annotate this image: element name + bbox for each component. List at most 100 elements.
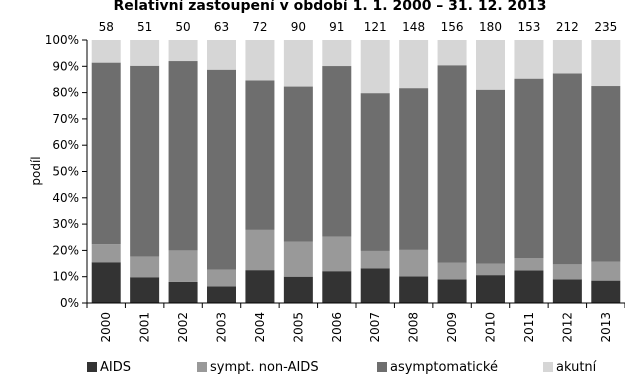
y-tick-label: 60% (52, 138, 79, 152)
bar-segment-sympt-non-aids-2011 (514, 258, 544, 271)
x-tick-label: 2006 (330, 312, 344, 343)
bar-segment-akutn--2004 (245, 40, 275, 81)
y-tick-label: 0% (60, 296, 79, 310)
bar-segment-aids-2002 (168, 281, 198, 303)
bar-segment-akutn--2013 (591, 40, 621, 87)
bar-segment-aids-2009 (437, 279, 467, 303)
x-tick-label: 2005 (291, 312, 305, 343)
x-tick-label: 2010 (484, 312, 498, 343)
bar-segment-sympt-non-aids-2006 (322, 236, 352, 272)
legend-label: akutní (556, 360, 597, 375)
bar-segment-sympt-non-aids-2004 (245, 229, 275, 271)
bar-segment-asymptomatick--2000 (91, 62, 121, 245)
bar-segment-sympt-non-aids-2007 (360, 250, 390, 269)
bar-segment-aids-2000 (91, 262, 121, 303)
bar-segment-akutn--2000 (91, 40, 121, 63)
bar-segment-aids-2013 (591, 280, 621, 303)
bar-segment-asymptomatick--2009 (437, 65, 467, 263)
bar-segment-sympt-non-aids-2009 (437, 262, 467, 280)
bar-segment-akutn--2007 (360, 40, 390, 94)
y-tick-label: 40% (52, 191, 79, 205)
bar-segment-aids-2001 (130, 277, 160, 303)
x-tick-label: 2011 (522, 312, 536, 343)
x-tick-label: 2001 (138, 312, 152, 343)
y-axis-label: podíl (29, 156, 43, 185)
bar-total-label: 63 (214, 20, 229, 34)
bar-segment-asymptomatick--2004 (245, 80, 275, 230)
legend-swatch (87, 362, 97, 372)
y-tick-label: 20% (52, 243, 79, 257)
axes (86, 40, 625, 304)
bar-segment-asymptomatick--2010 (476, 89, 505, 264)
bar-total-label: 235 (594, 20, 617, 34)
y-tick-label: 10% (52, 270, 79, 284)
x-tick-label: 2009 (445, 312, 459, 343)
bar-segment-aids-2010 (476, 275, 505, 303)
bar-segment-sympt-non-aids-2008 (399, 249, 429, 277)
y-axis-ticks: 0% 10% 20% 30% 40% 50% 60% 70% 80% 90% 100% (45, 33, 87, 310)
bar-total-label: 180 (479, 20, 502, 34)
bar-segment-asymptomatick--2003 (207, 69, 236, 270)
bar-segment-akutn--2011 (514, 40, 544, 79)
x-axis-ticks: 2000 2001 2002 2003 2004 2005 2006 2007 2008 2009… (86, 303, 625, 343)
bar-segment-aids-2004 (245, 270, 275, 304)
bar-total-label: 121 (364, 20, 387, 34)
y-tick-label: 30% (52, 217, 79, 231)
bar-segment-sympt-non-aids-2000 (91, 244, 121, 263)
bar-total-label: 148 (402, 20, 425, 34)
x-tick-label: 2000 (99, 312, 113, 343)
bar-segment-aids-2005 (283, 276, 313, 303)
bar-segment-sympt-non-aids-2010 (476, 263, 505, 276)
y-tick-label: 90% (52, 59, 79, 73)
bar-segment-asymptomatick--2007 (360, 93, 390, 251)
bar-total-label: 212 (556, 20, 579, 34)
bar-segment-aids-2006 (322, 271, 352, 303)
legend-swatch (197, 362, 207, 372)
chart-title: Relativní zastoupení v období 1. 1. 2000… (113, 0, 546, 14)
y-tick-label: 50% (52, 165, 79, 179)
x-tick-label: 2013 (599, 312, 613, 343)
legend-swatch (543, 362, 553, 372)
bar-segment-akutn--2003 (207, 40, 236, 70)
bar-total-label: 58 (99, 20, 114, 34)
bars (91, 40, 621, 304)
bar-segment-sympt-non-aids-2013 (591, 261, 621, 281)
bar-total-label: 72 (252, 20, 267, 34)
legend-label: sympt. non-AIDS (210, 360, 319, 375)
bar-segment-aids-2008 (399, 276, 429, 303)
bar-segment-akutn--2002 (168, 40, 198, 62)
bar-segment-sympt-non-aids-2012 (552, 264, 582, 280)
bar-segment-aids-2007 (360, 268, 390, 303)
bar-segment-akutn--2008 (399, 40, 429, 89)
bar-segment-sympt-non-aids-2003 (207, 269, 236, 287)
bar-segment-sympt-non-aids-2002 (168, 250, 198, 282)
bar-total-label: 51 (137, 20, 152, 34)
legend-label: AIDS (100, 360, 131, 375)
x-tick-label: 2002 (176, 312, 190, 343)
bar-segment-asymptomatick--2011 (514, 78, 544, 259)
x-tick-label: 2003 (215, 312, 229, 343)
x-tick-label: 2008 (407, 312, 421, 343)
bar-segment-sympt-non-aids-2005 (283, 241, 313, 277)
legend: AIDS sympt. non-AIDS asymptomatické akutní (87, 360, 597, 375)
bar-segment-akutn--2009 (437, 40, 467, 66)
x-tick-label: 2012 (560, 312, 574, 343)
bar-segment-sympt-non-aids-2001 (130, 256, 160, 278)
bar-segment-asymptomatick--2013 (591, 86, 621, 262)
bar-segment-akutn--2010 (476, 40, 505, 90)
bar-segment-akutn--2012 (552, 40, 582, 74)
bar-total-label: 90 (291, 20, 306, 34)
bar-segment-akutn--2001 (130, 40, 160, 66)
bar-segment-asymptomatick--2002 (168, 61, 198, 251)
y-tick-label: 70% (52, 112, 79, 126)
bar-segment-asymptomatick--2006 (322, 66, 352, 237)
bar-totals: 58 51 50 63 72 90 91 121 148 156 180 153 212 235 (99, 20, 618, 34)
x-tick-label: 2007 (368, 312, 382, 343)
bar-segment-akutn--2006 (322, 40, 352, 67)
bar-total-label: 156 (441, 20, 464, 34)
bar-segment-asymptomatick--2008 (399, 88, 429, 250)
bar-segment-aids-2011 (514, 270, 544, 303)
bar-segment-aids-2012 (552, 279, 582, 303)
